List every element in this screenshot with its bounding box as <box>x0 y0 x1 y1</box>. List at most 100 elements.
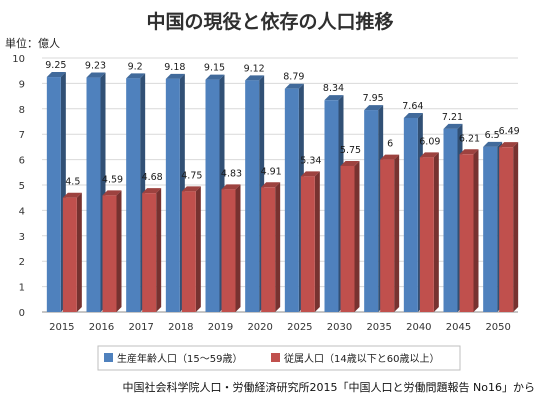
bar-dependent <box>340 160 360 312</box>
bar-dependent <box>62 192 82 312</box>
bar-dependent <box>181 186 201 312</box>
bar-top <box>126 73 146 79</box>
x-tick-label: 2025 <box>287 322 312 333</box>
data-label-dependent: 6.09 <box>419 136 440 147</box>
data-labels: 9.25 4.5 9.23 4.59 9.2 4.68 9.18 4.75 9.15 4.83 9.… <box>45 60 519 188</box>
y-tick-label: 5 <box>19 181 25 192</box>
bar-side <box>473 149 479 312</box>
bar-face <box>324 100 339 312</box>
data-label-working-age: 7.64 <box>402 101 423 112</box>
bar-face <box>284 88 299 312</box>
data-label-dependent: 5.34 <box>300 155 321 166</box>
bar-side <box>195 186 201 312</box>
bar-face <box>499 147 514 312</box>
bars <box>46 72 519 313</box>
y-axis-unit-label: 単位：億人 <box>5 36 60 50</box>
bar-top <box>324 95 344 101</box>
bar-top <box>483 141 503 147</box>
x-tick-label: 2040 <box>406 322 431 333</box>
legend-swatch-working-age <box>104 353 113 362</box>
legend-swatch-dependent <box>271 353 280 362</box>
x-axis-ticks: 2015 2016 2017 2018 2019 2020 2025 2030 2035 2040… <box>49 322 511 333</box>
bar-top <box>245 75 265 81</box>
data-label-working-age: 9.18 <box>164 62 185 73</box>
legend-label-dependent: 従属人口（14歳以下と60歳以上） <box>284 352 439 365</box>
bar-side <box>433 152 439 312</box>
bar-top <box>380 154 400 160</box>
bar-dependent <box>300 171 320 312</box>
data-label-working-age: 6.5 <box>485 130 500 141</box>
bar-dependent <box>261 182 281 312</box>
y-tick-label: 6 <box>19 156 25 167</box>
y-tick-label: 10 <box>12 54 25 65</box>
data-label-dependent: 5.75 <box>340 145 361 156</box>
bar-face <box>245 80 260 313</box>
y-tick-label: 2 <box>19 257 25 268</box>
legend: 生産年齢人口（15〜59歳） 従属人口（14歳以下と60歳以上） <box>97 345 461 371</box>
y-tick-label: 3 <box>19 232 25 243</box>
bar-face <box>340 165 355 312</box>
bar-face <box>443 128 458 312</box>
y-tick-label: 7 <box>19 130 25 141</box>
bar-side <box>235 184 241 312</box>
y-tick-label: 9 <box>19 79 25 90</box>
bar-face <box>364 110 379 312</box>
bar-dependent <box>380 154 400 312</box>
bar-side <box>76 192 82 312</box>
data-label-dependent: 4.68 <box>142 172 163 183</box>
bar-face <box>86 77 101 312</box>
bar-face <box>181 191 196 312</box>
bar-face <box>403 117 418 312</box>
bar-top <box>102 190 122 196</box>
x-tick-label: 2018 <box>168 322 193 333</box>
data-label-dependent: 6.49 <box>499 126 520 137</box>
bar-top <box>499 142 519 148</box>
x-tick-label: 2020 <box>247 322 272 333</box>
bar-top <box>443 123 463 129</box>
y-tick-label: 8 <box>19 105 25 116</box>
bar-side <box>394 154 400 312</box>
data-label-working-age: 9.25 <box>45 60 66 71</box>
data-label-working-age: 8.34 <box>323 83 344 94</box>
bar-face <box>62 197 77 312</box>
bar-dependent <box>102 190 122 312</box>
bar-face <box>102 195 117 312</box>
bar-side <box>314 171 320 312</box>
x-tick-label: 2019 <box>208 322 233 333</box>
bar-top <box>86 72 106 78</box>
bar-top <box>181 186 201 192</box>
y-tick-label: 0 <box>19 308 25 319</box>
bar-top <box>165 73 185 79</box>
x-tick-label: 2030 <box>327 322 352 333</box>
bar-face <box>459 154 474 312</box>
bar-face <box>46 77 61 312</box>
bar-face <box>300 176 315 312</box>
data-label-dependent: 4.75 <box>181 170 202 181</box>
bar-top <box>62 192 82 198</box>
bar-top <box>284 83 304 89</box>
bar-top <box>221 184 241 190</box>
x-tick-label: 2035 <box>366 322 391 333</box>
bar-top <box>46 72 66 78</box>
y-tick-label: 1 <box>19 283 25 294</box>
data-label-dependent: 4.5 <box>65 177 80 188</box>
chart-title: 中国の現役と依存の人口推移 <box>146 10 393 33</box>
x-tick-label: 2050 <box>485 322 510 333</box>
bar-working-age <box>46 72 66 312</box>
bar-top <box>364 105 384 111</box>
bar-side <box>354 160 360 312</box>
y-tick-label: 4 <box>19 206 25 217</box>
bar-top <box>459 149 479 155</box>
x-tick-label: 2016 <box>89 322 114 333</box>
data-label-working-age: 9.15 <box>204 63 225 74</box>
bar-top <box>261 182 281 188</box>
bar-top <box>403 112 423 118</box>
bar-side <box>275 182 281 312</box>
bar-face <box>142 193 157 312</box>
bar-dependent <box>459 149 479 312</box>
data-label-dependent: 4.59 <box>102 174 123 185</box>
bar-dependent <box>419 152 439 312</box>
x-tick-label: 2017 <box>128 322 153 333</box>
bar-top <box>300 171 320 177</box>
bar-face <box>483 146 498 312</box>
